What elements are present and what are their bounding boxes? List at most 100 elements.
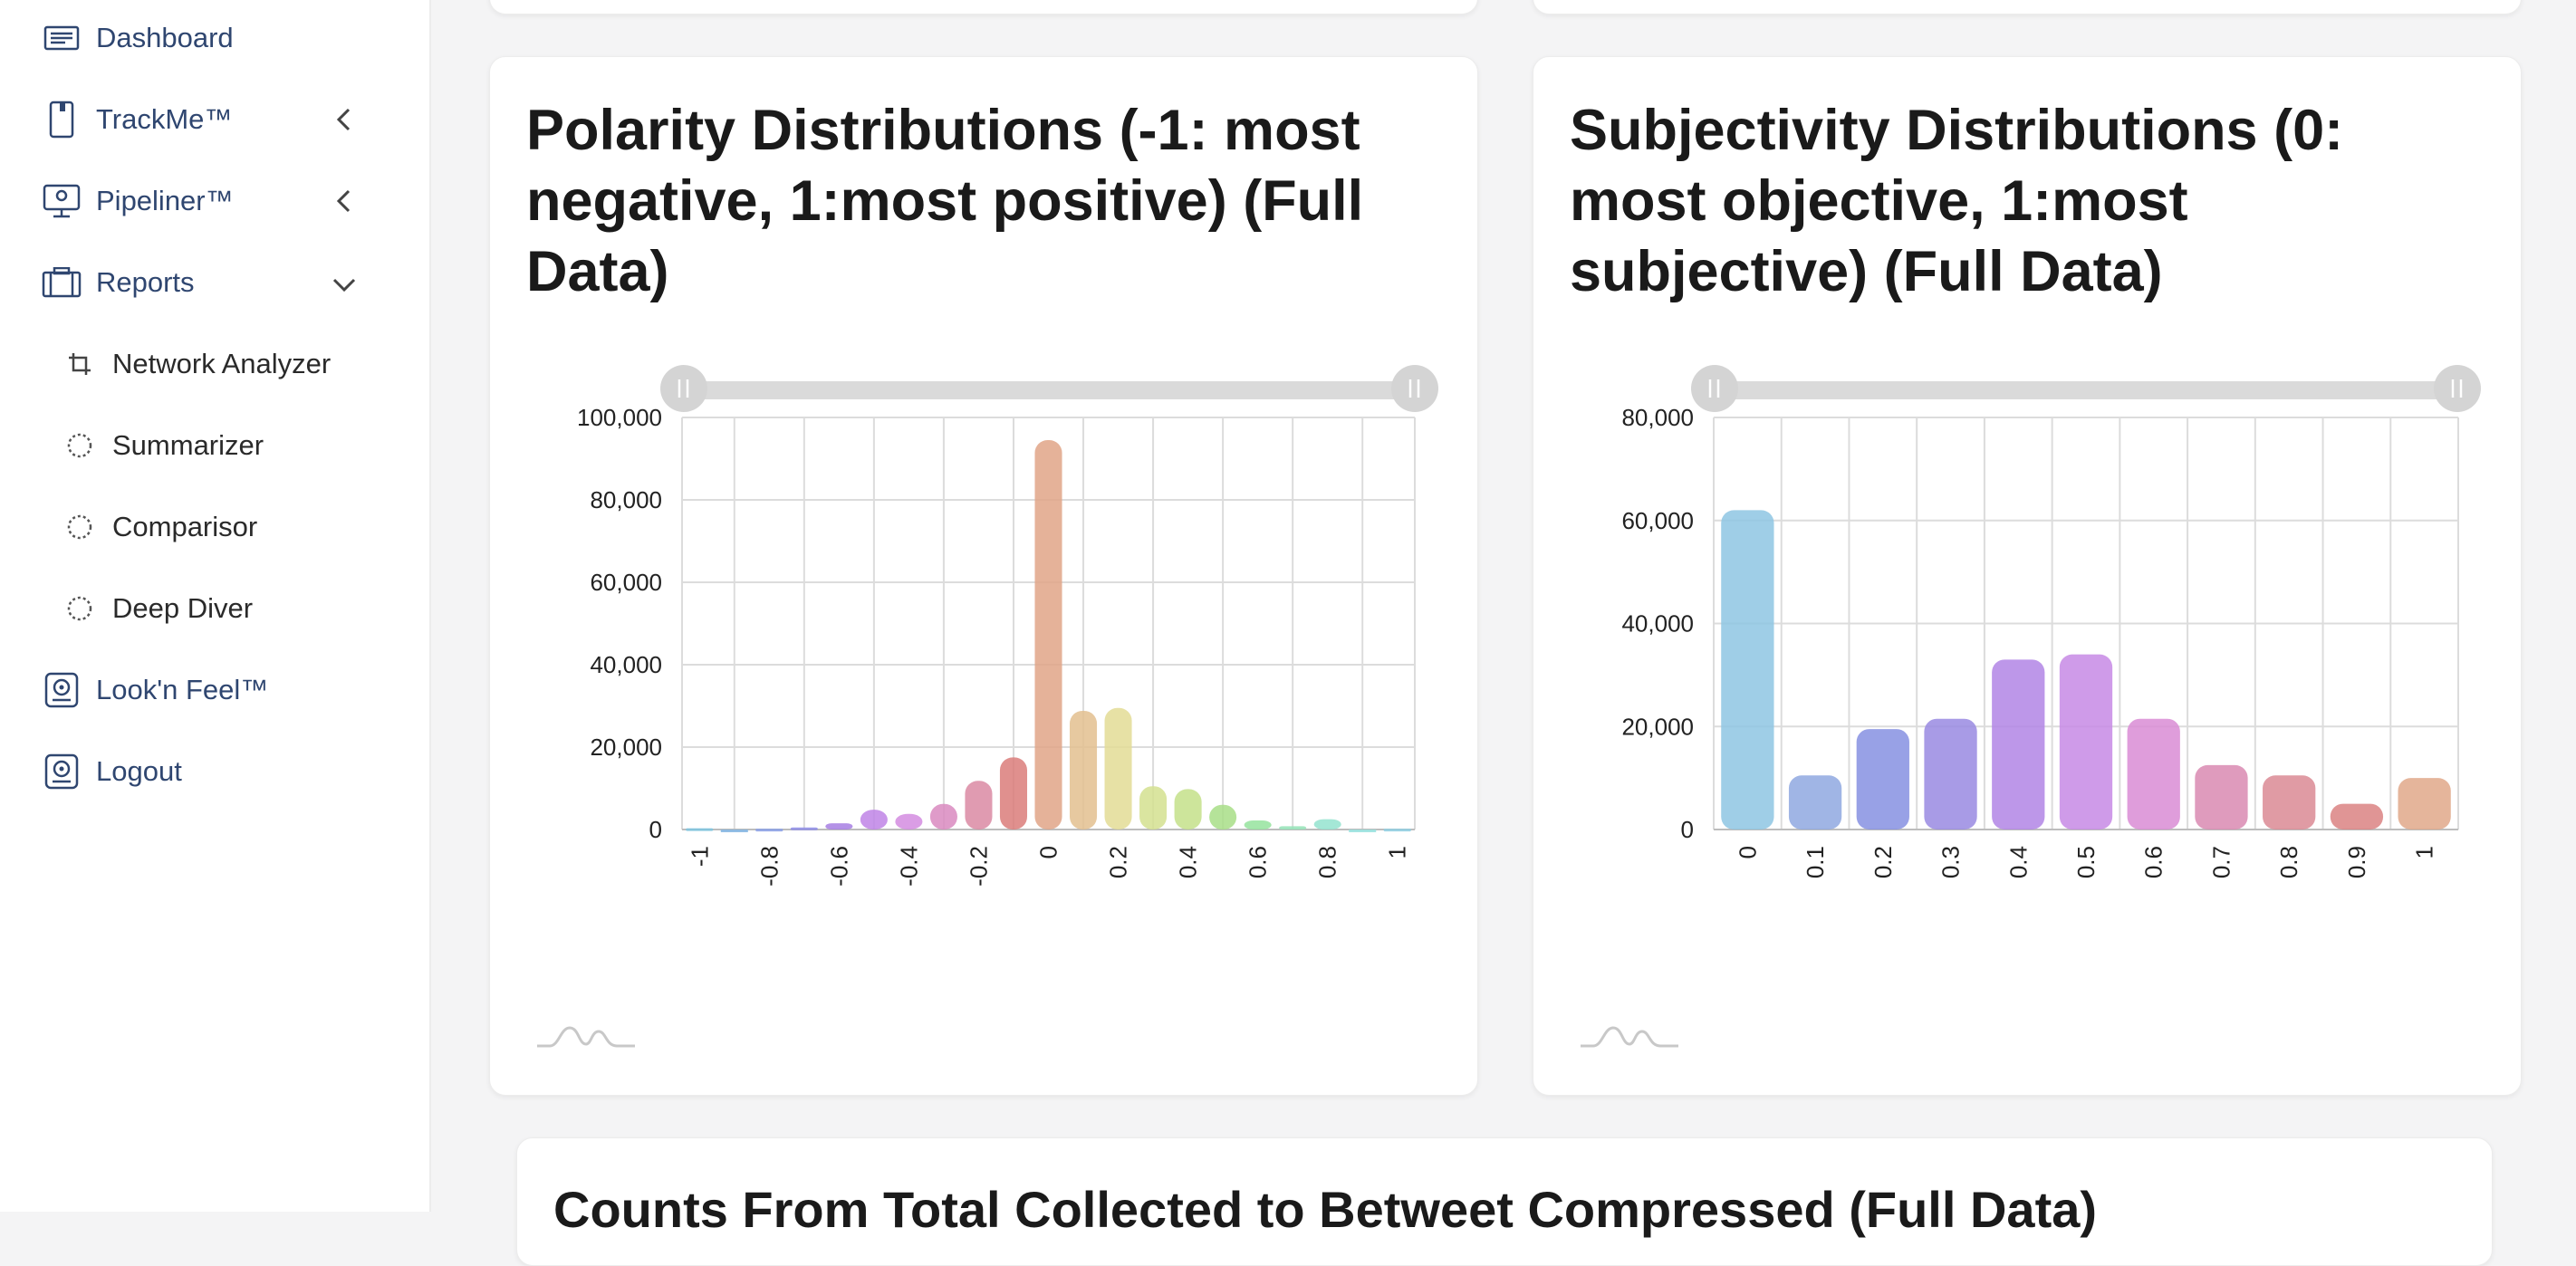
sidebar-subitem-label: Summarizer <box>112 429 264 461</box>
x-tick-label: -0.6 <box>825 846 852 887</box>
subjectivity-card: Subjectivity Distributions (0: most obje… <box>1533 56 2522 1096</box>
x-tick-label: 0.5 <box>2072 846 2100 878</box>
y-tick-label: 80,000 <box>590 486 662 513</box>
x-tick-label: -0.4 <box>895 846 922 887</box>
card-top-left <box>489 0 1478 14</box>
range-slider-handle-right[interactable] <box>1391 365 1438 412</box>
bar-0[interactable] <box>1034 440 1062 830</box>
range-slider-handle-right[interactable] <box>2434 365 2481 412</box>
polarity-card: Polarity Distributions (-1: most negativ… <box>489 56 1478 1096</box>
disk-icon <box>40 670 83 710</box>
bar-0.7[interactable] <box>2195 764 2248 830</box>
bar-0.4[interactable] <box>1174 789 1202 830</box>
bar-0.1[interactable] <box>1788 775 1842 830</box>
sidebar-subitem-label: Network Analyzer <box>112 348 332 379</box>
bar--0.8[interactable] <box>755 829 783 832</box>
x-tick-label: 1 <box>2411 846 2438 858</box>
sidebar-item-label: Dashboard <box>96 22 234 53</box>
sidebar-item-label: Reports <box>96 266 195 298</box>
x-tick-label: 0.2 <box>1105 846 1132 878</box>
chevron-left-icon[interactable] <box>328 103 360 136</box>
distribution-icon <box>537 1026 635 1048</box>
bar--0.2[interactable] <box>965 781 993 830</box>
sidebar-item-label: Logout <box>96 755 182 787</box>
card-top-right <box>1533 0 2522 14</box>
bar-0.3[interactable] <box>1139 786 1168 830</box>
y-tick-label: 100,000 <box>577 404 662 431</box>
sidebar-item-label: TrackMe™ <box>96 103 233 135</box>
reports-icon <box>40 263 83 302</box>
range-slider-handle-left[interactable] <box>660 365 707 412</box>
sidebar-item-logout[interactable]: Logout <box>40 744 182 799</box>
polarity-title: Polarity Distributions (-1: most negativ… <box>526 99 1364 303</box>
circle-dashed-icon <box>62 509 98 545</box>
bar-0.6[interactable] <box>1244 820 1272 830</box>
x-tick-label: 1 <box>1384 846 1411 858</box>
bar--1[interactable] <box>686 828 714 831</box>
chevron-left-icon[interactable] <box>328 185 360 217</box>
sidebar-item-look-n-feel[interactable]: Look'n Feel™ <box>40 663 268 717</box>
counts-title: Counts From Total Collected to Betweet C… <box>553 1181 2098 1238</box>
x-tick-label: 0.9 <box>2343 846 2370 878</box>
tablet-icon <box>40 100 83 139</box>
bar-0.5[interactable] <box>2059 654 2113 830</box>
sidebar-item-network-analyzer[interactable]: Network Analyzer <box>62 337 331 391</box>
bar-0.8[interactable] <box>2263 775 2316 830</box>
sidebar-item-comparisor[interactable]: Comparisor <box>62 500 257 554</box>
distribution-icon <box>1581 1026 1678 1048</box>
bar-0.3[interactable] <box>1924 718 1977 830</box>
bar--0.9[interactable] <box>720 830 748 832</box>
y-tick-label: 20,000 <box>590 734 662 761</box>
subjectivity-chart: 0 20,000 40,000 60,000 80,000 0 0.1 0.2 0.3 0.4 0… <box>1581 365 2481 1048</box>
range-slider-track[interactable] <box>680 381 1414 399</box>
sidebar-item-trackme[interactable]: TrackMe™ <box>40 92 232 147</box>
bar-0.6[interactable] <box>2127 718 2180 830</box>
x-tick-label: 0.6 <box>2140 846 2167 878</box>
sidebar-item-label: Look'n Feel™ <box>96 674 269 705</box>
sidebar-item-deep-diver[interactable]: Deep Diver <box>62 581 253 636</box>
sidebar-item-pipeliner[interactable]: Pipeliner™ <box>40 174 234 228</box>
bar-0.2[interactable] <box>1104 707 1132 830</box>
x-tick-label: 0.8 <box>2275 846 2302 878</box>
sidebar-item-summarizer[interactable]: Summarizer <box>62 418 264 473</box>
sidebar: Dashboard TrackMe™ Pipeliner™ Reports Ne… <box>0 0 431 1212</box>
x-tick-label: 0.4 <box>1175 846 1202 878</box>
bar-0.9[interactable] <box>1349 830 1377 832</box>
range-slider-handle-left[interactable] <box>1691 365 1738 412</box>
polarity-chart: 0 20,000 40,000 60,000 80,000 100,000 -1 -0.8 -… <box>537 365 1438 1048</box>
bar--0.7[interactable] <box>790 827 818 830</box>
subjectivity-title: Subjectivity Distributions (0: most obje… <box>1570 99 2344 303</box>
range-slider-track[interactable] <box>1714 381 2458 399</box>
bar--0.1[interactable] <box>999 757 1028 830</box>
bar-0.9[interactable] <box>2330 803 2384 830</box>
y-tick-label: 40,000 <box>590 651 662 678</box>
sidebar-item-reports[interactable]: Reports <box>40 255 195 310</box>
sidebar-subitem-label: Comparisor <box>112 511 258 542</box>
circle-dashed-icon <box>62 590 98 627</box>
sidebar-item-dashboard[interactable]: Dashboard <box>40 11 234 65</box>
y-tick-label: 60,000 <box>1621 507 1694 534</box>
bar-0.5[interactable] <box>1209 804 1237 830</box>
bar-0.2[interactable] <box>1856 729 1909 830</box>
y-tick-label: 20,000 <box>1621 713 1694 740</box>
y-tick-label: 0 <box>649 816 662 843</box>
circle-dashed-icon <box>62 427 98 464</box>
bar-1[interactable] <box>2398 778 2451 830</box>
bar-1[interactable] <box>1383 829 1411 832</box>
bar-0.8[interactable] <box>1313 819 1341 830</box>
y-tick-label: 40,000 <box>1621 610 1694 638</box>
x-tick-label: 0 <box>1035 846 1062 858</box>
bar-0.7[interactable] <box>1279 826 1307 830</box>
x-tick-label: 0.7 <box>2207 846 2235 878</box>
bar--0.4[interactable] <box>895 813 923 830</box>
dashboard-icon <box>40 18 83 58</box>
bar-0[interactable] <box>1721 510 1774 830</box>
bar-0.4[interactable] <box>1992 659 2045 830</box>
y-tick-label: 80,000 <box>1621 404 1694 431</box>
crop-icon <box>62 346 98 382</box>
bar-0.1[interactable] <box>1069 710 1098 830</box>
bar--0.3[interactable] <box>929 803 957 830</box>
chevron-down-icon[interactable] <box>328 268 360 301</box>
bar--0.6[interactable] <box>825 823 853 830</box>
bar--0.5[interactable] <box>860 810 888 830</box>
